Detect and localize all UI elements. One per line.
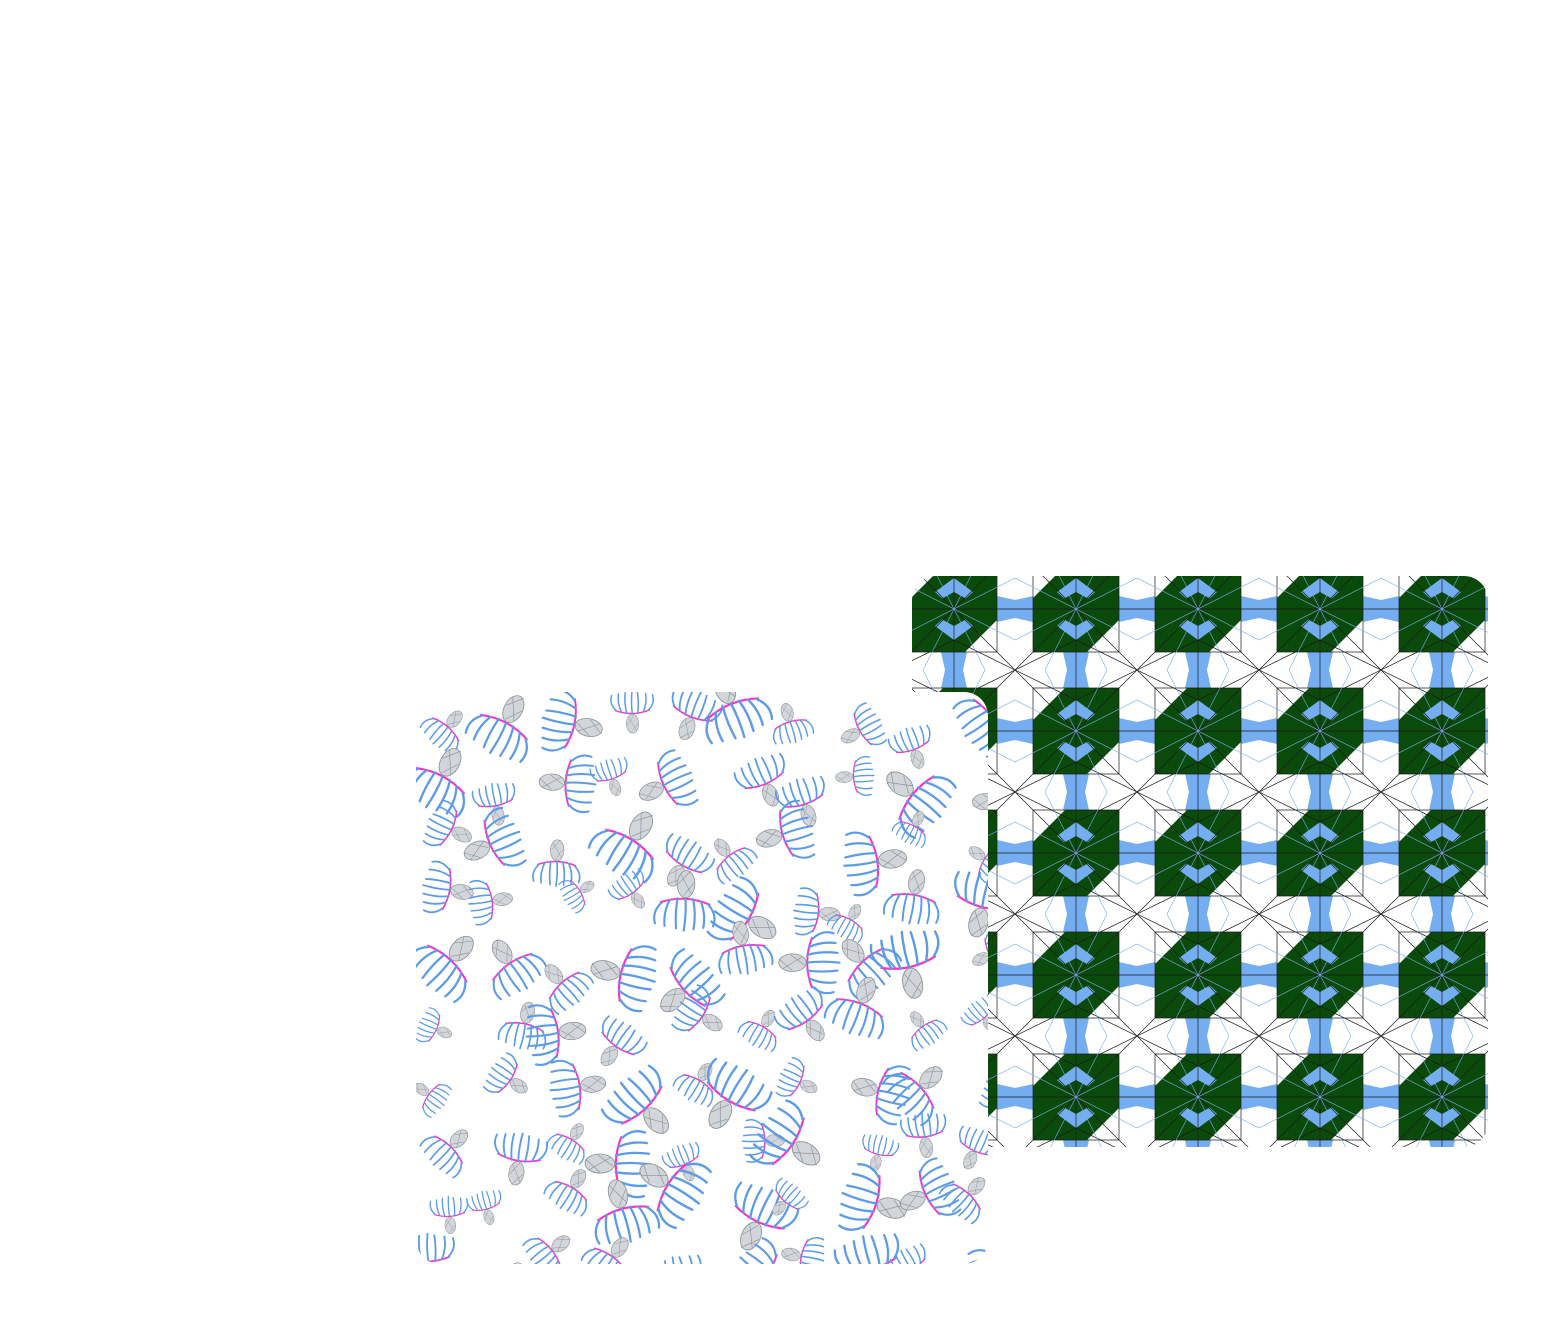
floral-sprig — [887, 1154, 968, 1234]
floral-sprig — [429, 1194, 471, 1236]
floral-sprig — [610, 692, 655, 735]
floral-sprig — [465, 875, 517, 927]
floral-sprig — [417, 859, 479, 920]
floral-sprig — [958, 831, 988, 887]
floral-sprig — [518, 1218, 584, 1264]
floral-sprig — [587, 753, 637, 802]
floral-sprig — [527, 948, 598, 1020]
floral-sprig — [595, 1059, 692, 1156]
floral-sprig — [582, 934, 664, 1015]
floral-sprig — [771, 1054, 826, 1110]
floral-sprig — [652, 868, 719, 934]
floral-sprig — [831, 1227, 912, 1264]
floral-sprig — [961, 1235, 988, 1264]
floral-sprig — [742, 1094, 839, 1192]
floral-sprig — [833, 755, 876, 798]
floral-sprig — [790, 886, 844, 940]
geometric-pattern-graphic — [912, 576, 1488, 1147]
floral-sprig — [535, 692, 610, 762]
floral-sprig — [772, 770, 837, 835]
floral-sprig — [867, 923, 951, 1007]
floral-sprig — [470, 924, 552, 1006]
floral-pattern-graphic — [416, 692, 988, 1264]
floral-sprig — [416, 1231, 457, 1264]
floral-sprig — [479, 1049, 540, 1110]
floral-sprig — [769, 982, 844, 1056]
floral-sprig — [882, 1239, 941, 1264]
floral-sprig — [698, 825, 762, 889]
floral-sprig — [838, 824, 912, 898]
floral-sprig — [946, 692, 988, 763]
floral-sprig — [777, 931, 841, 995]
floral-sprig — [487, 1128, 550, 1190]
floral-sprig — [876, 1046, 962, 1131]
floral-sprig — [686, 692, 777, 751]
floral-sprig — [830, 699, 892, 761]
floral-pattern-tile — [416, 692, 988, 1264]
floral-sprig — [855, 1130, 901, 1176]
floral-sprig — [734, 1000, 791, 1056]
floral-sprig — [971, 771, 988, 831]
floral-sprig — [475, 1250, 541, 1264]
floral-sprig — [898, 1109, 951, 1162]
floral-sprig — [895, 1000, 951, 1055]
floral-sprig — [889, 802, 938, 852]
floral-sprig — [946, 1121, 988, 1178]
floral-sprig — [545, 1053, 611, 1119]
floral-sprig — [416, 1113, 485, 1183]
floral-sprig — [583, 793, 680, 890]
floral-sprig — [730, 747, 800, 817]
floral-sprig — [416, 732, 488, 824]
floral-sprig — [536, 752, 599, 814]
floral-sprig — [646, 1249, 712, 1264]
floral-sprig — [759, 1174, 812, 1227]
floral-sprig — [957, 991, 988, 1043]
floral-sprig — [460, 692, 550, 769]
floral-sprig — [820, 965, 900, 1045]
floral-sprig — [626, 746, 704, 824]
floral-sprig — [764, 697, 816, 749]
floral-sprig — [416, 1069, 456, 1121]
floral-sprig — [885, 720, 942, 777]
floral-sprig — [464, 1186, 508, 1230]
floral-sprig — [416, 914, 497, 1009]
floral-sprig — [776, 1230, 829, 1264]
floral-sprig — [531, 838, 582, 888]
floral-sprig — [577, 1223, 647, 1264]
floral-sprig — [881, 864, 947, 930]
floral-sprig — [582, 1011, 652, 1080]
floral-sprig — [416, 1005, 459, 1053]
floral-sprig — [974, 1060, 988, 1125]
geometric-pattern-tile — [912, 576, 1488, 1147]
